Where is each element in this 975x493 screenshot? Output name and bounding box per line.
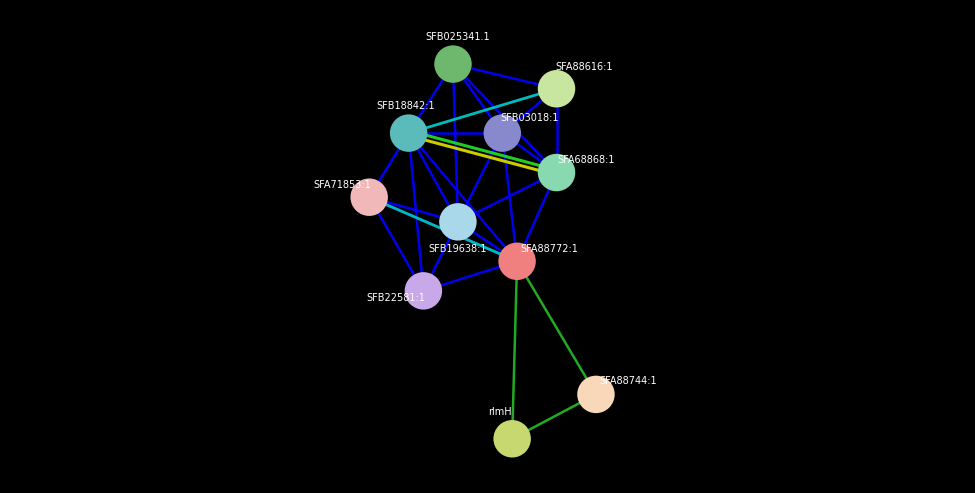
Text: SFA88616:1: SFA88616:1 [555,62,612,71]
Circle shape [484,114,521,152]
Text: SFB03018:1: SFB03018:1 [500,113,559,123]
Circle shape [434,45,472,83]
Circle shape [538,154,575,191]
Circle shape [498,243,536,280]
Circle shape [390,114,427,152]
Text: rlmH: rlmH [488,407,512,417]
Circle shape [350,178,388,216]
Text: SFB19638:1: SFB19638:1 [429,244,488,254]
Text: SFB22581:1: SFB22581:1 [367,293,426,303]
Text: SFB025341.1: SFB025341.1 [426,32,490,42]
Circle shape [493,420,530,458]
Text: SFA71853:1: SFA71853:1 [313,180,370,190]
Circle shape [405,272,442,310]
Text: SFA88744:1: SFA88744:1 [600,376,657,386]
Circle shape [577,376,614,413]
Circle shape [439,203,477,241]
Text: SFA68868:1: SFA68868:1 [558,155,615,165]
Text: SFB18842:1: SFB18842:1 [377,101,436,111]
Text: SFA88772:1: SFA88772:1 [521,244,578,254]
Circle shape [538,70,575,107]
